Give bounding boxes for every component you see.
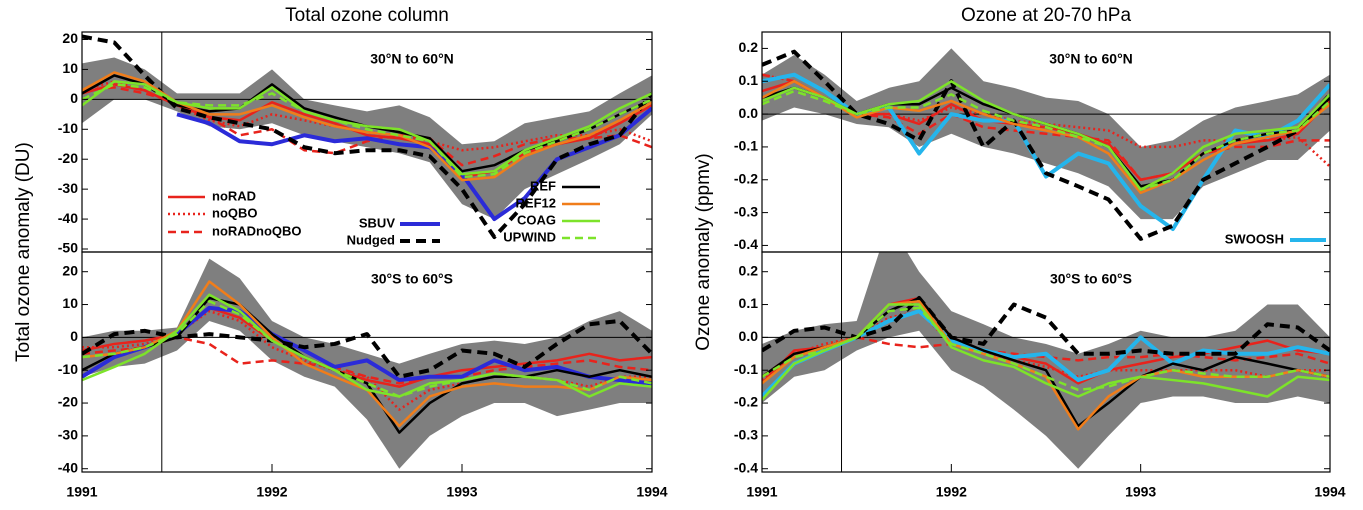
y-tick-label: -50 [58, 240, 78, 256]
series-line [762, 80, 1330, 195]
series-line [82, 80, 652, 176]
plot-area [762, 32, 1330, 252]
legend-label: noRADnoQBO [212, 223, 302, 238]
x-tick-label: 1993 [1125, 484, 1156, 500]
y-tick-label: -0.3 [734, 203, 758, 219]
legend-label: UPWIND [503, 229, 556, 244]
y-tick-label: -30 [58, 427, 78, 443]
legend-label: REF12 [516, 195, 556, 210]
x-tick-label: 1991 [66, 484, 97, 500]
y-tick-label: 10 [62, 295, 78, 311]
y-tick-label: 0 [70, 90, 78, 106]
series-line [762, 49, 1330, 241]
y-tick-label: 0.0 [739, 105, 759, 121]
column-title: Ozone at 20-70 hPa [961, 5, 1131, 26]
y-tick-label: 0.0 [739, 328, 759, 344]
y-tick-label: -20 [58, 394, 78, 410]
series-line [82, 296, 652, 434]
y-tick-label: 0.2 [739, 262, 759, 278]
y-tick-label: 0.2 [739, 39, 759, 55]
y-tick-label: -20 [58, 150, 78, 166]
legend-label: REF [530, 178, 556, 193]
y-tick-label: 10 [62, 60, 78, 76]
series-line [762, 80, 1330, 191]
legend-label: noRAD [212, 188, 256, 203]
y-tick-label: -40 [58, 459, 78, 475]
y-axis-label: Total ozone anomaly (DU) [13, 142, 34, 362]
region-label: 30°N to 60°N [1049, 51, 1133, 67]
legend-label: COAG [517, 212, 556, 227]
range-band [762, 252, 1330, 469]
y-tick-label: -0.2 [734, 170, 758, 186]
y-tick-label: 0 [70, 328, 78, 344]
plot-area [82, 252, 652, 472]
legend-label: Nudged [347, 232, 395, 247]
series-line [82, 83, 652, 179]
series-line [762, 303, 1330, 401]
x-tick-label: 1994 [1314, 484, 1345, 500]
series-line [176, 106, 652, 222]
y-tick-label: 20 [62, 30, 78, 46]
x-tick-label: 1992 [256, 484, 287, 500]
series-line [82, 293, 652, 398]
y-tick-label: -0.1 [734, 138, 758, 154]
y-tick-label: -0.1 [734, 361, 758, 377]
legend-label: SWOOSH [1225, 231, 1284, 246]
plot-area [82, 32, 652, 252]
series-line [82, 300, 652, 398]
y-tick-label: -30 [58, 180, 78, 196]
plot-frame [761, 251, 1331, 473]
x-tick-label: 1992 [936, 484, 967, 500]
series-line [82, 34, 652, 240]
x-tick-label: 1991 [746, 484, 777, 500]
y-tick-label: -40 [58, 210, 78, 226]
x-tick-label: 1993 [446, 484, 477, 500]
plot-frame [81, 251, 653, 473]
y-tick-label: 0.1 [739, 72, 759, 88]
region-label: 30°S to 60°S [1050, 271, 1132, 287]
legend-label: SBUV [359, 215, 395, 230]
column-title: Total ozone column [285, 5, 449, 26]
series-line [762, 89, 1330, 191]
y-tick-label: -10 [58, 120, 78, 136]
y-tick-label: -0.2 [734, 394, 758, 410]
legend-label: noQBO [212, 205, 258, 220]
y-tick-label: -10 [58, 361, 78, 377]
y-axis-label: Ozone anomaly (ppmv) [693, 153, 714, 350]
region-label: 30°N to 60°N [370, 51, 454, 67]
y-tick-label: -0.4 [734, 459, 758, 475]
plot-area [762, 252, 1330, 472]
y-tick-label: 0.1 [739, 295, 759, 311]
series-line [762, 73, 1330, 182]
y-tick-label: -0.4 [734, 236, 758, 252]
y-tick-label: -0.3 [734, 427, 758, 443]
region-label: 30°S to 60°S [371, 271, 453, 287]
x-tick-label: 1994 [636, 484, 667, 500]
y-tick-label: 20 [62, 262, 78, 278]
